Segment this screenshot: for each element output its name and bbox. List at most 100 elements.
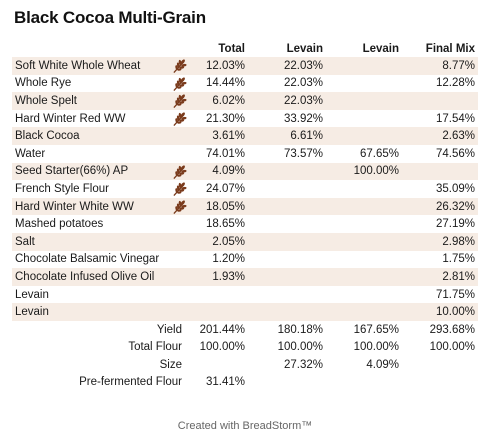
ingredient-name: Whole Rye [12, 75, 190, 93]
percentage-cell: 71.75% [435, 288, 475, 301]
ingredient-name: Hard Winter Red WW [12, 110, 190, 128]
percentage-cell [326, 197, 402, 216]
ingredient-name-text: Chocolate Balsamic Vinegar [15, 253, 160, 266]
summary-value: 27.32% [283, 358, 323, 371]
summary-value: 180.18% [277, 323, 323, 336]
percentage-cell [326, 251, 402, 269]
percentage-cell [326, 110, 402, 128]
percentage-cell: 17.54% [435, 112, 475, 125]
ingredient-name: French Style Flour [12, 180, 190, 198]
percentage-cell: 2.05% [190, 232, 248, 251]
formula-table: Total Levain Levain Final Mix Soft White… [12, 40, 478, 391]
wheat-icon [172, 58, 187, 74]
summary-label: Size [159, 358, 182, 371]
percentage-cell: 22.03% [283, 77, 323, 90]
percentage-cell: 26.32% [402, 197, 478, 216]
ingredient-name-text: Hard Winter White WW [15, 200, 134, 213]
percentage-cell [326, 303, 402, 321]
header-levain-1: Levain [286, 42, 323, 55]
ingredient-row: Seed Starter(66%) AP 4.09% 100.00% [12, 162, 478, 181]
percentage-cell: 1.75% [442, 253, 475, 266]
ingredient-row: Hard Winter Red WW 21.30% 33.92% 17.54% [12, 110, 478, 128]
percentage-cell: 35.09% [435, 182, 475, 195]
percentage-cell [248, 251, 326, 269]
wheat-icon [172, 111, 187, 127]
ingredient-name: Levain [12, 286, 190, 304]
percentage-cell: 2.81% [402, 268, 478, 286]
ingredient-name: Levain [12, 303, 190, 321]
percentage-cell: 6.02% [190, 92, 248, 110]
ingredient-row: Salt 2.05% 2.98% [12, 232, 478, 251]
summary-label: Total Flour [128, 341, 182, 354]
ingredient-name: Chocolate Balsamic Vinegar [12, 251, 190, 269]
percentage-cell [326, 57, 402, 75]
summary-value: 100.00% [199, 341, 245, 354]
percentage-cell: 22.03% [248, 57, 326, 75]
percentage-cell [248, 162, 326, 181]
ingredient-name: Salt [12, 232, 190, 251]
percentage-cell: 100.00% [326, 162, 402, 181]
ingredient-name-text: Soft White Whole Wheat [15, 59, 141, 72]
percentage-cell: 8.77% [402, 57, 478, 75]
summary-value: 100.00% [429, 341, 475, 354]
percentage-cell: 4.09% [190, 162, 248, 181]
ingredient-row: Chocolate Infused Olive Oil 1.93% 2.81% [12, 268, 478, 286]
percentage-cell: 21.30% [205, 112, 245, 125]
percentage-cell: 73.57% [283, 147, 323, 160]
ingredient-name-text: Levain [15, 288, 49, 301]
summary-value [248, 374, 326, 392]
header-levain-2: Levain [362, 42, 399, 55]
percentage-cell: 24.07% [205, 182, 245, 195]
wheat-icon [172, 164, 187, 180]
footer-credit: Created with BreadStorm™ [177, 420, 313, 432]
percentage-cell [248, 268, 326, 286]
ingredient-row: Whole Rye 14.44% 22.03% 12.28% [12, 75, 478, 93]
wheat-icon [172, 76, 187, 92]
percentage-cell: 18.65% [205, 218, 245, 231]
percentage-cell: 1.93% [190, 268, 248, 286]
percentage-cell [248, 232, 326, 251]
percentage-cell: 12.03% [190, 57, 248, 75]
percentage-cell [326, 286, 402, 304]
ingredient-name-text: Chocolate Infused Olive Oil [15, 270, 155, 283]
ingredient-name: Mashed potatoes [12, 215, 190, 233]
summary-value: 293.68% [429, 323, 475, 336]
summary-value: 31.41% [205, 376, 245, 389]
percentage-cell: 2.63% [402, 127, 478, 145]
ingredient-name-text: Whole Spelt [15, 94, 78, 107]
ingredient-name-text: Hard Winter Red WW [15, 112, 126, 125]
percentage-cell: 3.61% [190, 127, 248, 145]
ingredient-name: Seed Starter(66%) AP [12, 162, 190, 181]
summary-value: 100.00% [353, 341, 399, 354]
percentage-cell [248, 286, 326, 304]
percentage-cell [326, 75, 402, 93]
summary-value: 100.00% [277, 341, 323, 354]
ingredient-name: Hard Winter White WW [12, 197, 190, 216]
percentage-cell: 22.03% [248, 92, 326, 110]
percentage-cell: 2.98% [402, 232, 478, 251]
header-total: Total [218, 42, 245, 55]
summary-row: Total Flour 100.00% 100.00% 100.00% 100.00% [12, 339, 478, 357]
percentage-cell [190, 303, 248, 321]
summary-value [326, 374, 402, 392]
summary-label: Yield [156, 323, 182, 336]
summary-value: 201.44% [199, 323, 245, 336]
ingredient-name-text: French Style Flour [15, 182, 109, 195]
percentage-cell: 67.65% [359, 147, 399, 160]
recipe-title: Black Cocoa Multi-Grain [14, 8, 206, 27]
ingredient-row: Whole Spelt 6.02% 22.03% [12, 92, 478, 110]
percentage-cell: 10.00% [402, 303, 478, 321]
ingredient-row: Water 74.01% 73.57% 67.65% 74.56% [12, 145, 478, 163]
ingredient-name: Whole Spelt [12, 92, 190, 110]
ingredient-name: Black Cocoa [12, 127, 190, 145]
wheat-icon [172, 199, 187, 215]
header-final-mix: Final Mix [425, 42, 475, 55]
ingredient-name: Water [12, 145, 190, 163]
percentage-cell [248, 303, 326, 321]
percentage-cell: 14.44% [205, 77, 245, 90]
summary-value [402, 374, 478, 392]
summary-row: Pre-fermented Flour 31.41% [12, 374, 478, 392]
summary-value [402, 356, 478, 374]
percentage-cell: 1.20% [212, 253, 245, 266]
header-row: Total Levain Levain Final Mix [12, 40, 478, 57]
